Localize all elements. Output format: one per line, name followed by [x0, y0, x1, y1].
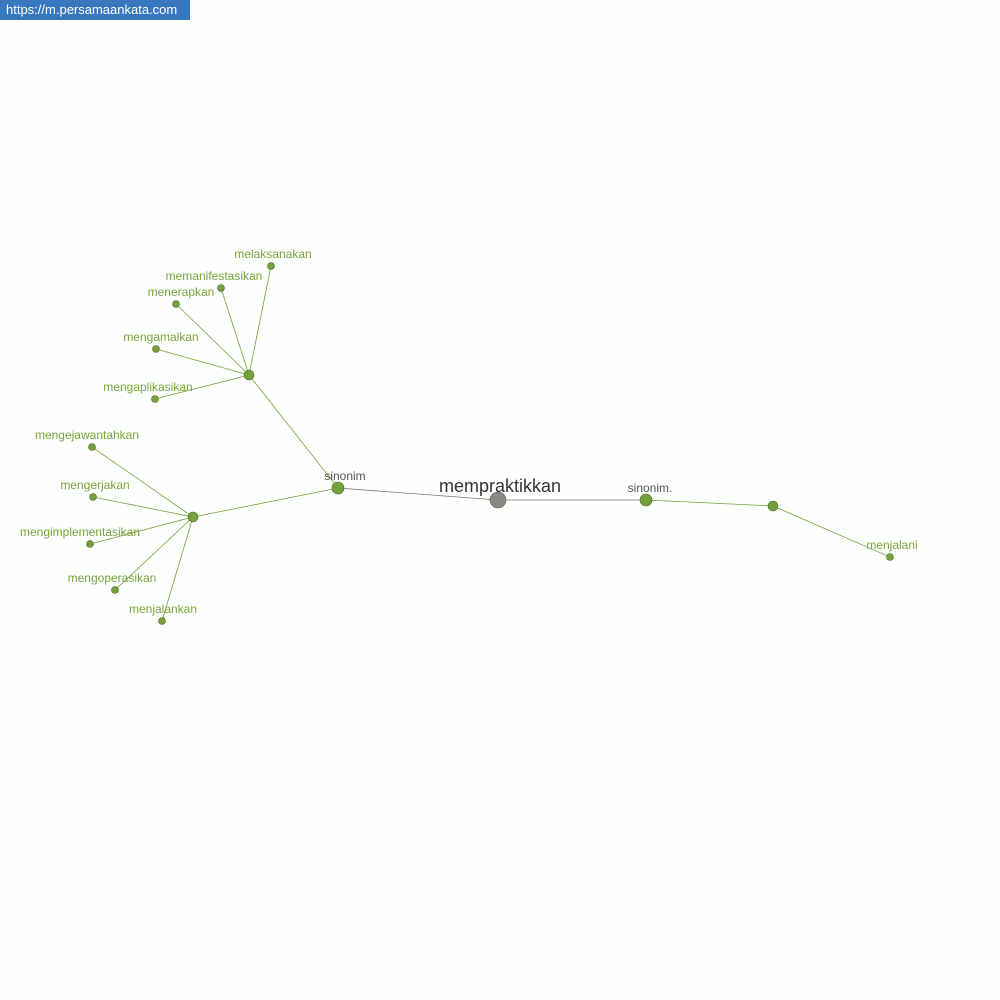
word-node[interactable] [158, 617, 166, 625]
relation-label[interactable]: sinonim [324, 469, 365, 483]
edge-group-word [155, 348, 250, 376]
edge-group-word [772, 505, 891, 558]
word-node[interactable] [88, 443, 96, 451]
edge-group-word [89, 516, 194, 545]
edge-group-word [91, 446, 194, 518]
word-node[interactable] [172, 300, 180, 308]
edge-group-word [114, 516, 194, 591]
word-node[interactable] [886, 553, 894, 561]
word-node[interactable] [151, 395, 159, 403]
word-node[interactable] [111, 586, 119, 594]
group-node[interactable] [767, 500, 779, 512]
word-label[interactable]: menjalani [866, 538, 917, 552]
relation-label[interactable]: sinonim. [628, 481, 673, 495]
word-label[interactable]: mengaplikasikan [103, 380, 192, 394]
word-label[interactable]: mengejawantahkan [35, 428, 139, 442]
relation-node[interactable] [331, 481, 345, 495]
word-node[interactable] [152, 345, 160, 353]
edge-relation-group [645, 499, 774, 507]
edge-group-word [161, 516, 194, 622]
center-word-label[interactable]: mempraktikkan [439, 476, 561, 496]
site-url-badge[interactable]: https://m.persamaankata.com [0, 0, 190, 20]
edge-group-word [220, 287, 250, 376]
word-node[interactable] [86, 540, 94, 548]
group-node[interactable] [187, 511, 199, 523]
edge-center-relation [337, 487, 499, 501]
relation-node[interactable] [639, 493, 653, 507]
word-label[interactable]: melaksanakan [234, 247, 311, 261]
word-label[interactable]: menerapkan [148, 285, 215, 299]
word-label[interactable]: memanifestasikan [166, 269, 263, 283]
word-node[interactable] [217, 284, 225, 292]
word-label[interactable]: mengamalkan [123, 330, 198, 344]
edge-group-word [154, 374, 250, 400]
edge-relation-group [192, 487, 339, 518]
word-label[interactable]: menjalankan [129, 602, 197, 616]
edge-group-word [175, 303, 250, 376]
word-node[interactable] [267, 262, 275, 270]
word-label[interactable]: mengerjakan [60, 478, 129, 492]
group-node[interactable] [243, 369, 255, 381]
word-label[interactable]: mengimplementasikan [20, 525, 140, 539]
word-node[interactable] [89, 493, 97, 501]
word-label[interactable]: mengoperasikan [68, 571, 157, 585]
center-node[interactable] [489, 491, 507, 509]
edge-group-word [248, 265, 272, 376]
edge-group-word [92, 496, 194, 518]
edge-relation-group [248, 374, 339, 489]
